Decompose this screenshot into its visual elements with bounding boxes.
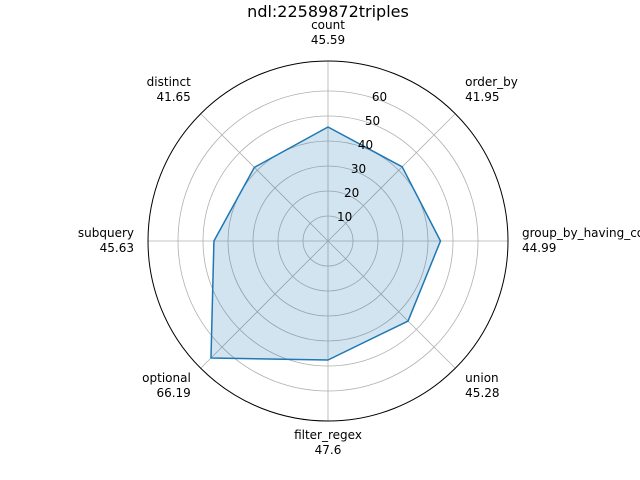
series-area: [210, 127, 441, 361]
grid-spoke: [327, 240, 456, 369]
radial-tick-label: 20: [344, 186, 359, 200]
value-label: 41.95: [465, 90, 499, 104]
value-label: 41.65: [156, 90, 190, 104]
category-label: optional: [142, 371, 191, 385]
value-label: 45.63: [100, 241, 134, 255]
radial-tick-label: 30: [351, 162, 366, 176]
value-label: 45.59: [311, 33, 345, 47]
category-label: union: [465, 371, 499, 385]
radial-tick-layer: 10 20 30 40 50 60: [337, 90, 387, 224]
radial-tick-label: 10: [337, 210, 352, 224]
outer-frame: [147, 60, 509, 422]
category-label: count: [311, 18, 345, 32]
grid-spoke: [327, 113, 456, 242]
grid-spoke: [200, 240, 329, 369]
radial-tick-label: 40: [358, 138, 373, 152]
series-layer: [210, 126, 442, 361]
value-label: 47.6: [315, 443, 342, 457]
value-label: 44.99: [522, 241, 556, 255]
value-label: 45.28: [465, 386, 499, 400]
category-label: group_by_having_count_distinct: [522, 226, 640, 240]
value-label: 66.19: [156, 386, 190, 400]
series-line: [210, 126, 442, 361]
chart-title: ndl:22589872triples: [247, 2, 409, 21]
category-label: filter_regex: [294, 428, 362, 442]
category-label: distinct: [147, 75, 191, 89]
category-label: order_by: [465, 75, 518, 89]
category-label: subquery: [78, 226, 134, 240]
radial-tick-label: 50: [365, 114, 380, 128]
grid-spoke: [200, 113, 329, 242]
radial-tick-label: 60: [372, 90, 387, 104]
grid-layer: [147, 60, 509, 422]
